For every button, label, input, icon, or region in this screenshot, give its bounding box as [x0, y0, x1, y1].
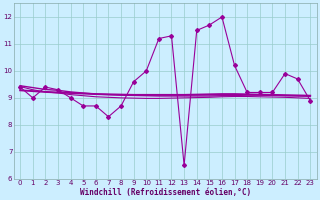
X-axis label: Windchill (Refroidissement éolien,°C): Windchill (Refroidissement éolien,°C)	[80, 188, 251, 197]
